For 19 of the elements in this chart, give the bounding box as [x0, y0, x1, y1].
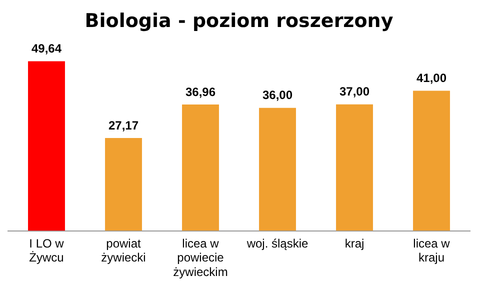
data-label: 36,00: [262, 88, 293, 102]
x-tick-label: powiat żywiecki: [101, 236, 146, 265]
data-label: 49,64: [31, 42, 62, 56]
bar: [182, 104, 219, 231]
bar: [413, 90, 450, 231]
bar: [259, 108, 296, 231]
chart-title: Biologia - poziom roszerzony: [84, 10, 394, 34]
bar: [28, 61, 65, 231]
data-label: 27,17: [108, 118, 139, 132]
x-tick-label: licea w powiecie żywieckim: [173, 236, 228, 280]
bar: [336, 104, 373, 231]
x-tick-label: licea w kraju: [413, 236, 450, 265]
data-label: 41,00: [416, 71, 447, 86]
x-tick-label: woj. śląskie: [246, 236, 308, 250]
x-tick-label: I LO w Żywcu: [29, 236, 64, 265]
data-label: 37,00: [339, 84, 370, 99]
data-label: 36,96: [185, 84, 216, 99]
x-tick-label: kraj: [344, 236, 364, 250]
bar: [105, 138, 142, 231]
